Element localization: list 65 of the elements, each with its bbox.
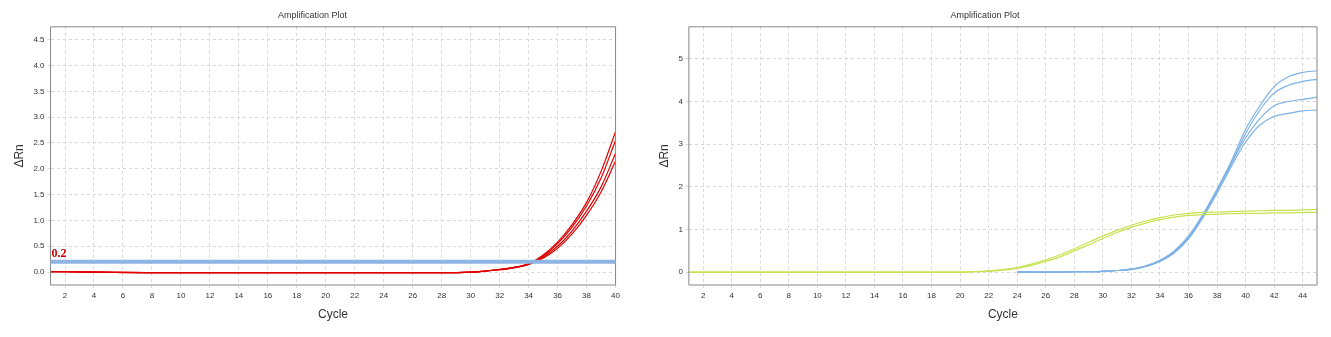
y-tick-label: 1.5 bbox=[33, 189, 46, 199]
x-tick-label: 26 bbox=[408, 291, 418, 300]
x-tick-label: 2 bbox=[62, 291, 68, 300]
y-tick-label: 2.0 bbox=[33, 164, 46, 174]
x-tick-label: 12 bbox=[841, 291, 851, 300]
ref-line-label: 0.2 bbox=[51, 245, 67, 260]
x-tick-label: 28 bbox=[437, 291, 447, 300]
y-tick-label: 4 bbox=[678, 96, 684, 106]
y-tick-label: 0.0 bbox=[33, 267, 46, 277]
x-tick-label: 24 bbox=[1012, 291, 1023, 300]
y-tick-label: 2.5 bbox=[33, 138, 46, 148]
y-tick-label: 0.5 bbox=[33, 241, 46, 251]
x-tick-label: 6 bbox=[758, 291, 763, 300]
x-tick-label: 36 bbox=[1184, 291, 1194, 300]
x-tick-label: 16 bbox=[898, 291, 908, 300]
x-tick-label: 14 bbox=[234, 291, 244, 300]
x-tick-label: 34 bbox=[524, 291, 534, 300]
x-axis-title: Cycle bbox=[987, 307, 1019, 322]
x-tick-label: 16 bbox=[263, 291, 273, 300]
x-tick-label: 34 bbox=[1155, 291, 1165, 300]
x-tick-label: 2 bbox=[700, 291, 706, 300]
x-tick-label: 20 bbox=[955, 291, 966, 300]
x-tick-label: 28 bbox=[1069, 291, 1080, 300]
x-tick-label: 30 bbox=[466, 291, 476, 300]
x-tick-label: 22 bbox=[984, 291, 994, 300]
x-tick-label: 32 bbox=[495, 291, 505, 300]
x-tick-label: 6 bbox=[120, 291, 126, 300]
x-tick-label: 44 bbox=[1298, 291, 1308, 300]
x-tick-label: 10 bbox=[176, 291, 186, 300]
y-tick-label: 3 bbox=[678, 139, 684, 149]
x-tick-label: 18 bbox=[292, 291, 302, 300]
y-tick-label: 1.0 bbox=[33, 215, 46, 225]
x-tick-label: 4 bbox=[729, 291, 735, 300]
x-tick-label: 24 bbox=[379, 291, 389, 300]
x-tick-label: 38 bbox=[1212, 291, 1223, 300]
x-tick-label: 8 bbox=[786, 291, 792, 300]
y-tick-label: 0 bbox=[678, 267, 684, 277]
x-tick-label: 22 bbox=[350, 291, 360, 300]
y-tick-label: 5 bbox=[678, 54, 684, 64]
y-tick-label: 3.5 bbox=[33, 86, 46, 96]
x-tick-label: 14 bbox=[869, 291, 880, 300]
x-tick-label: 36 bbox=[553, 291, 563, 300]
x-tick-label: 18 bbox=[927, 291, 937, 300]
x-tick-label: 10 bbox=[812, 291, 823, 300]
x-tick-label: 20 bbox=[321, 291, 331, 300]
x-axis-title: Cycle bbox=[318, 307, 349, 322]
x-tick-label: 12 bbox=[205, 291, 215, 300]
chart-title: Amplification Plot bbox=[950, 9, 1021, 20]
y-tick-label: 3.0 bbox=[33, 112, 46, 122]
x-tick-label: 40 bbox=[1241, 291, 1251, 300]
y-axis-title: ΔRn bbox=[656, 144, 671, 168]
x-tick-label: 30 bbox=[1098, 291, 1108, 300]
x-tick-label: 32 bbox=[1126, 291, 1137, 300]
y-tick-label: 4.5 bbox=[33, 34, 46, 44]
x-tick-label: 38 bbox=[582, 291, 592, 300]
chart-title: Amplification Plot bbox=[277, 9, 348, 20]
x-tick-label: 42 bbox=[1269, 291, 1280, 300]
x-tick-label: 4 bbox=[91, 291, 97, 300]
x-tick-label: 40 bbox=[611, 291, 621, 300]
y-tick-label: 2 bbox=[678, 182, 684, 192]
x-tick-label: 26 bbox=[1041, 291, 1051, 300]
y-tick-label: 4.0 bbox=[33, 60, 46, 70]
y-axis-title: ΔRn bbox=[11, 144, 26, 168]
x-tick-label: 8 bbox=[149, 291, 155, 300]
y-tick-label: 1 bbox=[678, 224, 684, 234]
